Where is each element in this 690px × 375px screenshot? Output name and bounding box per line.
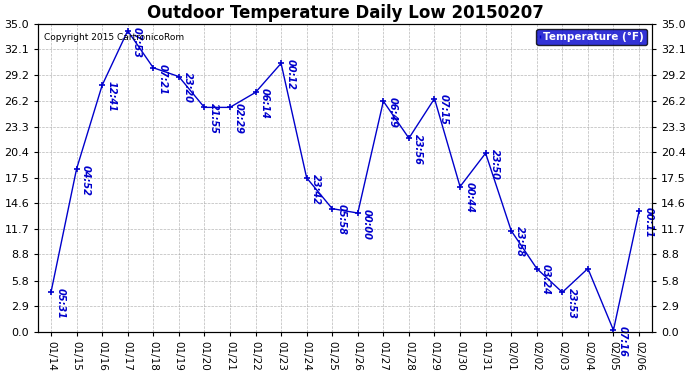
Text: 00:11: 00:11 [643, 207, 653, 238]
Text: 23:53: 23:53 [566, 288, 576, 319]
Text: 00:00: 00:00 [362, 209, 372, 240]
Text: 07:21: 07:21 [157, 64, 168, 94]
Text: 02:29: 02:29 [234, 103, 244, 134]
Text: 23:56: 23:56 [413, 134, 423, 165]
Text: 05:58: 05:58 [337, 204, 346, 236]
Text: 04:52: 04:52 [81, 165, 90, 196]
Text: 21:55: 21:55 [208, 103, 219, 134]
Text: 03:24: 03:24 [541, 264, 551, 295]
Text: 23:20: 23:20 [183, 72, 193, 103]
Text: 06:49: 06:49 [388, 97, 397, 128]
Text: 23:42: 23:42 [310, 174, 321, 204]
Text: 07:16: 07:16 [618, 326, 628, 357]
Text: 07:15: 07:15 [439, 94, 449, 125]
Text: 05:31: 05:31 [55, 288, 65, 319]
Text: 00:44: 00:44 [464, 183, 474, 213]
Text: 07:53: 07:53 [132, 27, 142, 57]
Text: 23:58: 23:58 [515, 226, 525, 257]
Title: Outdoor Temperature Daily Low 20150207: Outdoor Temperature Daily Low 20150207 [146, 4, 544, 22]
Text: 06:14: 06:14 [259, 88, 270, 119]
Text: Copyright 2015 CartronicoRom: Copyright 2015 CartronicoRom [44, 33, 184, 42]
Legend: Temperature (°F): Temperature (°F) [536, 29, 647, 45]
Text: 12:41: 12:41 [106, 81, 117, 112]
Text: 23:50: 23:50 [490, 149, 500, 180]
Text: 00:12: 00:12 [285, 59, 295, 90]
